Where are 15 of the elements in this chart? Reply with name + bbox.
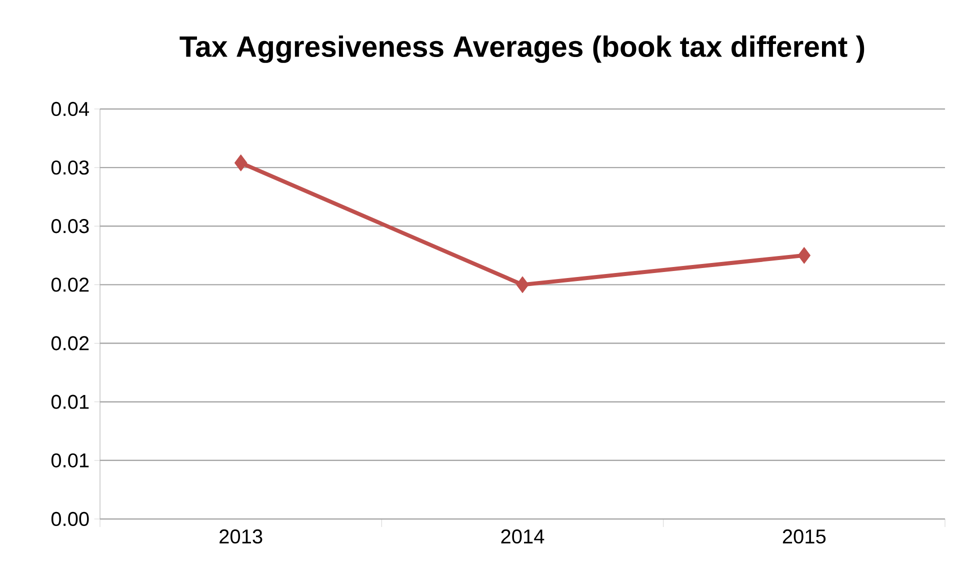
x-tick-label: 2013	[220, 529, 262, 544]
y-tick-label: 0.01	[51, 394, 89, 409]
y-tick-label: 0.01	[51, 453, 89, 468]
x-tick-label: 2015	[782, 529, 826, 544]
y-tick-label: 0.03	[51, 219, 89, 234]
y-tick-label: 0.00	[51, 512, 89, 526]
point	[516, 276, 529, 294]
y-tick-label: 0.02	[51, 278, 89, 292]
y-tick-label: 0.02	[51, 336, 89, 350]
point	[234, 154, 248, 172]
y-tick-label: 0.04	[51, 102, 90, 116]
point	[798, 247, 811, 264]
y-tick-label: 0.03	[51, 160, 89, 175]
chart-title: Tax Aggresiveness Averages (book tax different )	[180, 35, 864, 63]
x-tick-label: 2014	[501, 529, 544, 544]
